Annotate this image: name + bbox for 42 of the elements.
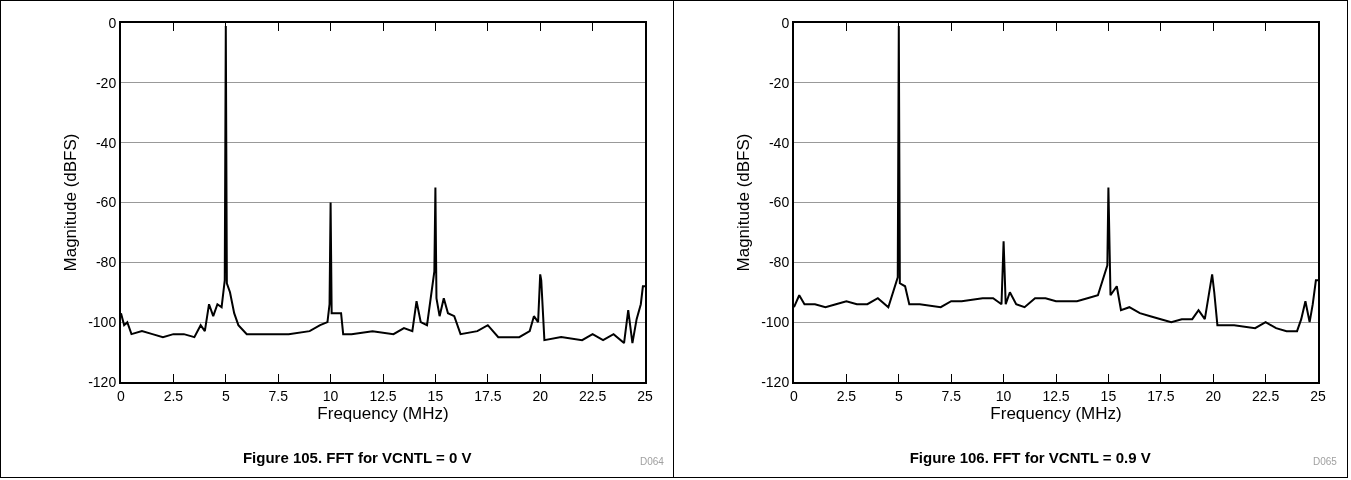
x-tick-label: 17.5 [474, 387, 502, 404]
y-tick-label: -100 [761, 314, 790, 331]
x-tick-label: 15 [1100, 387, 1117, 404]
y-tick-label: -80 [768, 254, 790, 271]
y-tick-label: -40 [768, 134, 790, 151]
y-tick-label: -20 [95, 74, 117, 91]
x-tick-label: 10 [995, 387, 1012, 404]
x-tick-label: 10 [322, 387, 339, 404]
x-tick-label: 12.5 [369, 387, 397, 404]
x-tick-label: 20 [1205, 387, 1222, 404]
y-tick-label: -120 [761, 373, 790, 390]
x-tick-label: 7.5 [941, 387, 962, 404]
x-tick-label: 25 [637, 387, 653, 404]
x-tick-label: 17.5 [1147, 387, 1175, 404]
x-tick-label: 22.5 [1251, 387, 1280, 404]
x-tick-label: 5 [894, 387, 903, 404]
y-axis-title: Magnitude (dBFS) [734, 133, 753, 272]
x-tick-label: 20 [532, 387, 549, 404]
text: D064 [640, 456, 665, 467]
text: Figure 106. FFT for VCNTL = 0.9 V [909, 448, 1151, 466]
y-tick-label: 0 [781, 14, 790, 31]
text: Figure 105. FFT for VCNTL = 0 V [242, 448, 472, 466]
x-axis-title: Frequency (MHz) [990, 403, 1122, 423]
y-tick-label: -20 [768, 74, 790, 91]
x-tick-label: 2.5 [836, 387, 857, 404]
y-tick-label: -60 [95, 194, 117, 211]
x-axis-title: Frequency (MHz) [317, 403, 449, 423]
y-tick-label: -80 [95, 254, 117, 271]
x-tick-label: 15 [427, 387, 444, 404]
y-tick-label: -100 [88, 314, 117, 331]
y-tick-label: 0 [108, 14, 117, 31]
y-axis-title: Magnitude (dBFS) [61, 133, 80, 272]
x-tick-label: 2.5 [163, 387, 184, 404]
y-tick-label: -60 [768, 194, 790, 211]
text: D065 [1313, 456, 1338, 467]
x-tick-label: 22.5 [578, 387, 607, 404]
x-tick-label: 25 [1310, 387, 1326, 404]
x-tick-label: 7.5 [268, 387, 289, 404]
y-tick-label: -120 [88, 373, 117, 390]
x-tick-label: 12.5 [1042, 387, 1070, 404]
x-tick-label: 5 [221, 387, 230, 404]
y-tick-label: -40 [95, 134, 117, 151]
